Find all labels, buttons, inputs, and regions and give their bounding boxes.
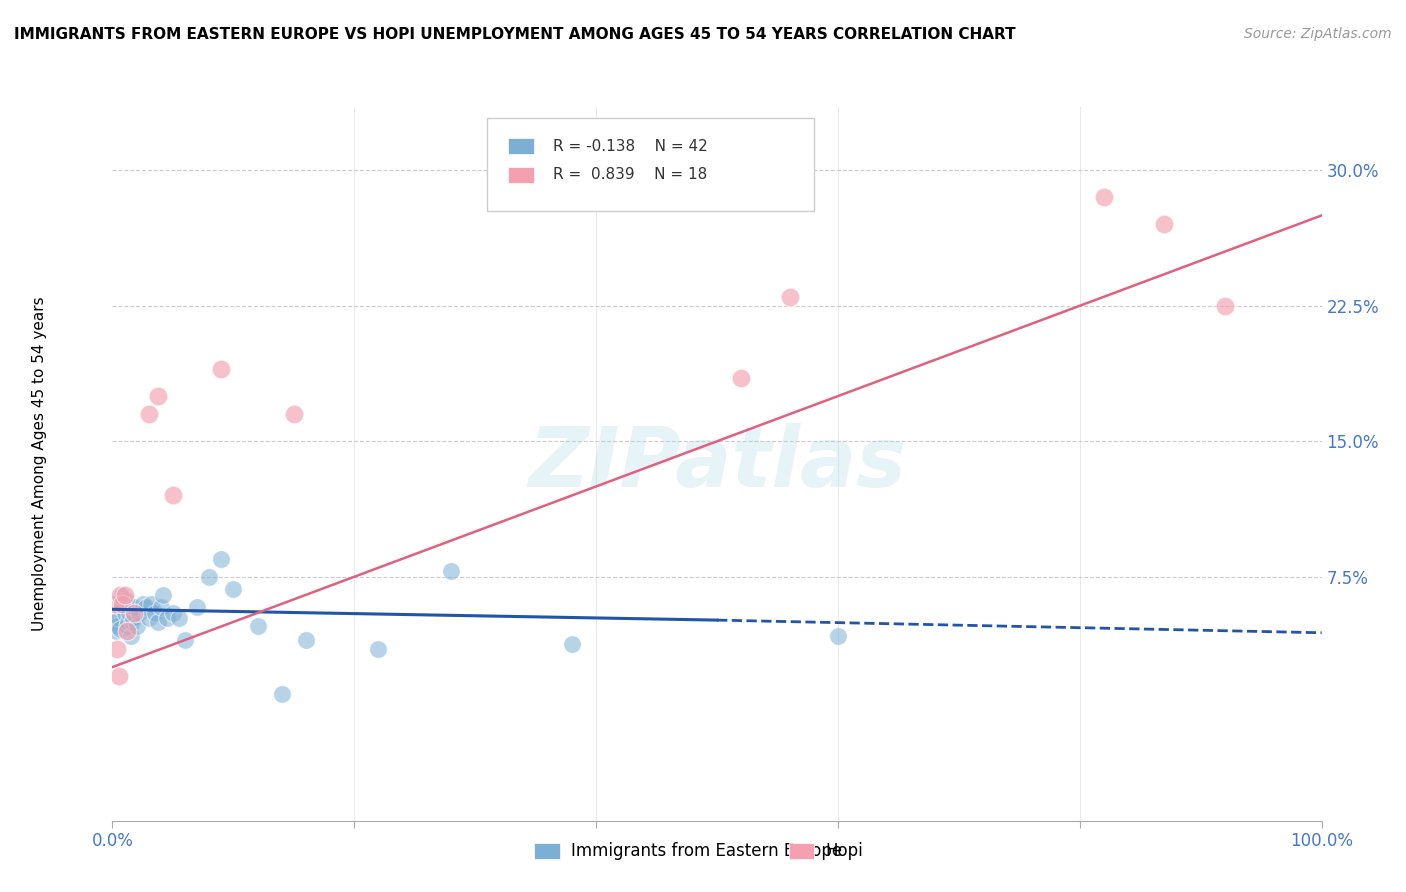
Point — [779, 290, 801, 304]
FancyBboxPatch shape — [488, 118, 814, 211]
Point — [156, 611, 179, 625]
Point — [120, 629, 142, 643]
Point — [117, 615, 139, 629]
Point — [152, 588, 174, 602]
Point — [122, 611, 145, 625]
Point — [295, 632, 318, 647]
Point — [148, 389, 170, 403]
Point — [104, 615, 127, 629]
Point — [111, 588, 134, 602]
Point — [730, 371, 752, 385]
Point — [174, 632, 197, 647]
Point — [115, 624, 138, 638]
Point — [105, 618, 128, 632]
FancyBboxPatch shape — [508, 167, 534, 183]
Point — [107, 669, 129, 683]
Point — [827, 629, 849, 643]
Point — [114, 606, 136, 620]
Point — [1092, 190, 1115, 204]
Point — [167, 611, 190, 625]
Text: ZIPatlas: ZIPatlas — [529, 424, 905, 504]
Point — [128, 606, 150, 620]
Point — [209, 362, 232, 376]
Point — [108, 622, 131, 636]
Point — [105, 642, 128, 657]
Point — [114, 588, 136, 602]
Point — [110, 600, 132, 615]
Point — [132, 597, 155, 611]
Text: Source: ZipAtlas.com: Source: ZipAtlas.com — [1244, 27, 1392, 41]
Point — [138, 611, 160, 625]
Point — [114, 593, 136, 607]
Point — [209, 551, 232, 566]
Point — [121, 615, 143, 629]
Point — [367, 642, 389, 657]
Point — [138, 407, 160, 421]
Point — [440, 565, 463, 579]
Point — [143, 606, 166, 620]
Point — [162, 606, 184, 620]
Point — [149, 600, 172, 615]
Text: Unemployment Among Ages 45 to 54 years: Unemployment Among Ages 45 to 54 years — [32, 296, 48, 632]
Point — [108, 588, 131, 602]
Point — [107, 611, 129, 625]
Text: R = -0.138    N = 42: R = -0.138 N = 42 — [553, 139, 707, 153]
Point — [162, 488, 184, 502]
Point — [283, 407, 305, 421]
Point — [125, 618, 148, 632]
Point — [135, 600, 157, 615]
Text: R =  0.839    N = 18: R = 0.839 N = 18 — [553, 168, 707, 182]
Point — [246, 618, 269, 632]
FancyBboxPatch shape — [508, 138, 534, 154]
Point — [104, 597, 127, 611]
Point — [148, 615, 170, 629]
Point — [112, 597, 135, 611]
Point — [561, 637, 583, 651]
Point — [111, 597, 134, 611]
Text: Immigrants from Eastern Europe: Immigrants from Eastern Europe — [571, 842, 842, 860]
Point — [270, 687, 292, 701]
Point — [122, 606, 145, 620]
Point — [118, 606, 141, 620]
Point — [222, 582, 245, 597]
Point — [1213, 299, 1236, 313]
Text: Hopi: Hopi — [825, 842, 863, 860]
Point — [186, 600, 208, 615]
Point — [122, 600, 145, 615]
Text: IMMIGRANTS FROM EASTERN EUROPE VS HOPI UNEMPLOYMENT AMONG AGES 45 TO 54 YEARS CO: IMMIGRANTS FROM EASTERN EUROPE VS HOPI U… — [14, 27, 1015, 42]
Point — [198, 570, 221, 584]
Point — [1153, 218, 1175, 232]
Point — [141, 597, 163, 611]
Point — [115, 618, 138, 632]
Point — [105, 624, 128, 638]
